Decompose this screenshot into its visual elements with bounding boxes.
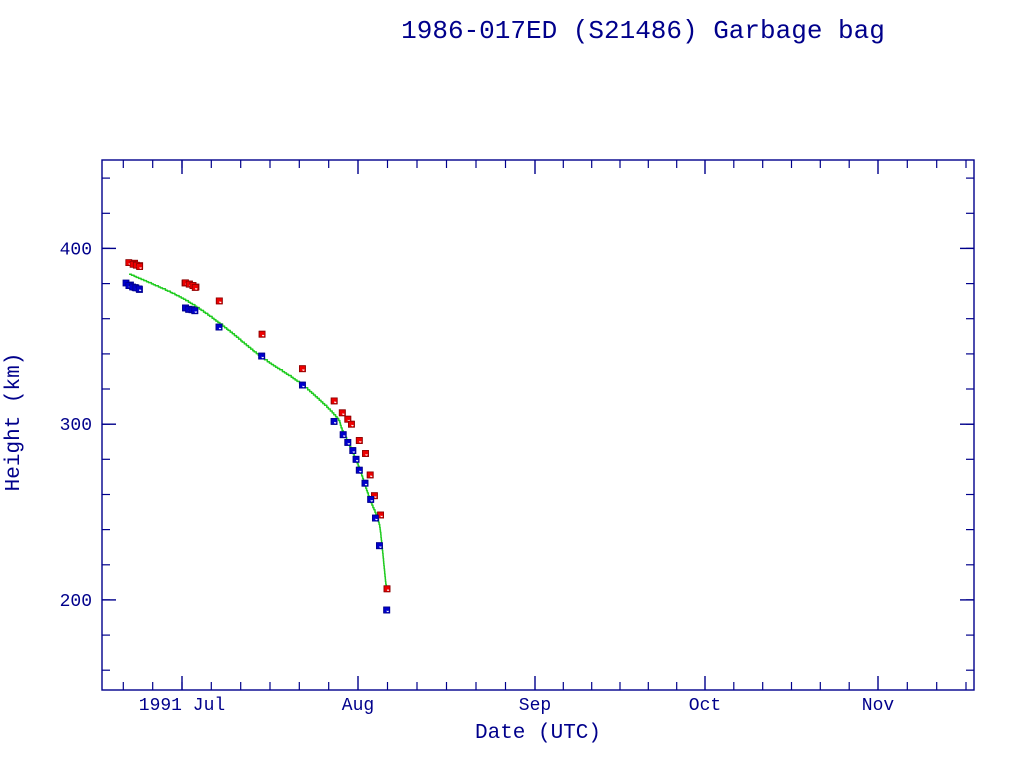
svg-text:1986-017ED (S21486) Garbage ba: 1986-017ED (S21486) Garbage bag bbox=[401, 16, 885, 46]
svg-text:1991 Jul: 1991 Jul bbox=[139, 696, 225, 716]
svg-text:300: 300 bbox=[60, 416, 92, 436]
svg-text:Nov: Nov bbox=[862, 696, 895, 716]
svg-text:Aug: Aug bbox=[342, 696, 374, 716]
svg-text:Oct: Oct bbox=[689, 696, 721, 716]
svg-text:Height (km): Height (km) bbox=[3, 353, 26, 492]
svg-text:200: 200 bbox=[60, 592, 92, 612]
svg-text:400: 400 bbox=[60, 240, 92, 260]
svg-text:Sep: Sep bbox=[519, 696, 551, 716]
svg-text:Date (UTC): Date (UTC) bbox=[475, 722, 601, 745]
